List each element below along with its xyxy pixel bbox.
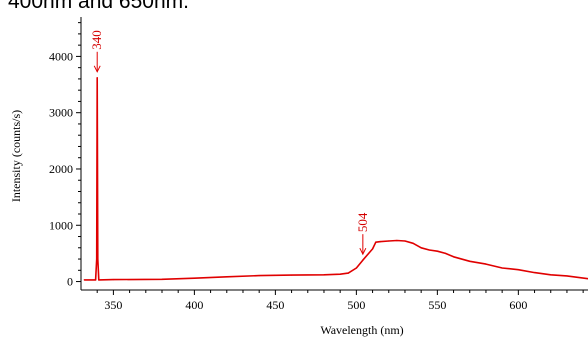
y-tick-label: 1000: [49, 218, 73, 232]
y-tick-label: 0: [67, 275, 73, 289]
data-point: [452, 256, 455, 258]
annotation-label: 504: [355, 212, 370, 232]
y-axis-label: Intensity (counts/s): [9, 110, 23, 202]
axes: 0 1000 2000 3000 4000 350 400 450 500 550 600: [49, 17, 588, 312]
x-axis-label: Wavelength (nm): [320, 323, 403, 337]
data-point: [98, 279, 100, 281]
data-point: [83, 279, 85, 281]
data-point: [436, 250, 438, 252]
data-point: [533, 271, 536, 274]
data-point: [161, 278, 163, 280]
data-point: [96, 77, 98, 79]
data-point: [347, 272, 349, 274]
data-point: [420, 247, 422, 249]
annotation-layer: 340 504: [89, 30, 370, 256]
data-point: [428, 249, 430, 251]
data-point: [290, 274, 293, 276]
x-tick-label: 400: [185, 298, 203, 312]
x-tick-label: 550: [428, 298, 446, 312]
data-point: [226, 276, 228, 278]
series-layer: [83, 77, 588, 281]
data-point: [367, 253, 369, 256]
x-tick-label: 350: [104, 298, 122, 312]
data-point: [412, 242, 414, 244]
data-point: [94, 279, 97, 281]
y-tick-label: 2000: [49, 162, 73, 176]
annotation-label: 340: [89, 30, 104, 50]
annotation-arrowhead: [359, 247, 367, 256]
data-point: [550, 274, 552, 276]
x-tick-label: 500: [347, 298, 365, 312]
data-point: [469, 260, 471, 262]
x-tick-label: 450: [266, 298, 284, 312]
data-point: [371, 248, 374, 250]
figure-caption: 400nm and 650nm.: [8, 0, 189, 13]
data-point: [375, 241, 377, 243]
data-point: [96, 258, 98, 260]
data-point: [355, 267, 357, 269]
series-line-0: [84, 77, 588, 281]
data-point: [362, 259, 364, 261]
data-point: [444, 252, 447, 255]
data-point: [517, 269, 519, 271]
x-tick-label: 600: [509, 298, 527, 312]
data-point: [339, 273, 341, 275]
data-point: [258, 275, 260, 277]
data-point: [388, 240, 390, 242]
data-point: [193, 277, 195, 279]
data-point: [396, 239, 398, 242]
y-tick-label: 4000: [49, 49, 73, 63]
data-point: [566, 275, 568, 277]
data-point: [380, 240, 382, 243]
data-point: [323, 274, 325, 276]
data-point: [501, 267, 503, 269]
data-point: [485, 263, 487, 265]
data-point: [97, 258, 99, 260]
data-point: [112, 278, 114, 281]
annotation-arrowhead: [93, 65, 101, 73]
y-tick-label: 3000: [49, 106, 73, 120]
data-point: [404, 240, 406, 242]
